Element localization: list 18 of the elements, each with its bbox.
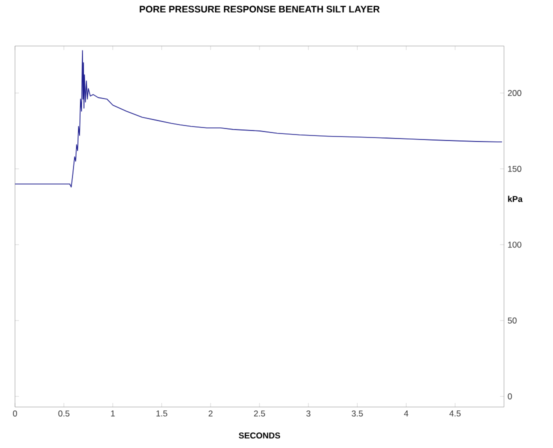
x-tick-label: 1.5	[156, 410, 168, 416]
y-axis-title: kPa	[508, 196, 523, 202]
y-tick-label: 200	[508, 90, 522, 96]
x-tick-label: 2	[208, 410, 213, 416]
x-tick-label: 0.5	[58, 410, 70, 417]
y-tick-label: 150	[508, 166, 522, 172]
x-tick-label: 3.5	[352, 410, 363, 417]
x-tick-label: 4.5	[449, 410, 461, 416]
y-tick-label: 100	[508, 242, 522, 248]
y-tick-label: 50	[508, 318, 517, 324]
x-tick-label: 1	[111, 410, 115, 416]
x-tick-label: 4	[404, 410, 408, 416]
x-tick-label: 3	[306, 410, 310, 417]
x-axis-title: SECONDS	[238, 432, 280, 439]
x-tick-label: 2.5	[254, 410, 266, 417]
y-tick-label: 0	[508, 393, 512, 400]
x-tick-label: 0	[12, 410, 18, 417]
chart-title: PORE PRESSURE RESPONSE BENEATH SILT LAYER	[140, 6, 380, 12]
